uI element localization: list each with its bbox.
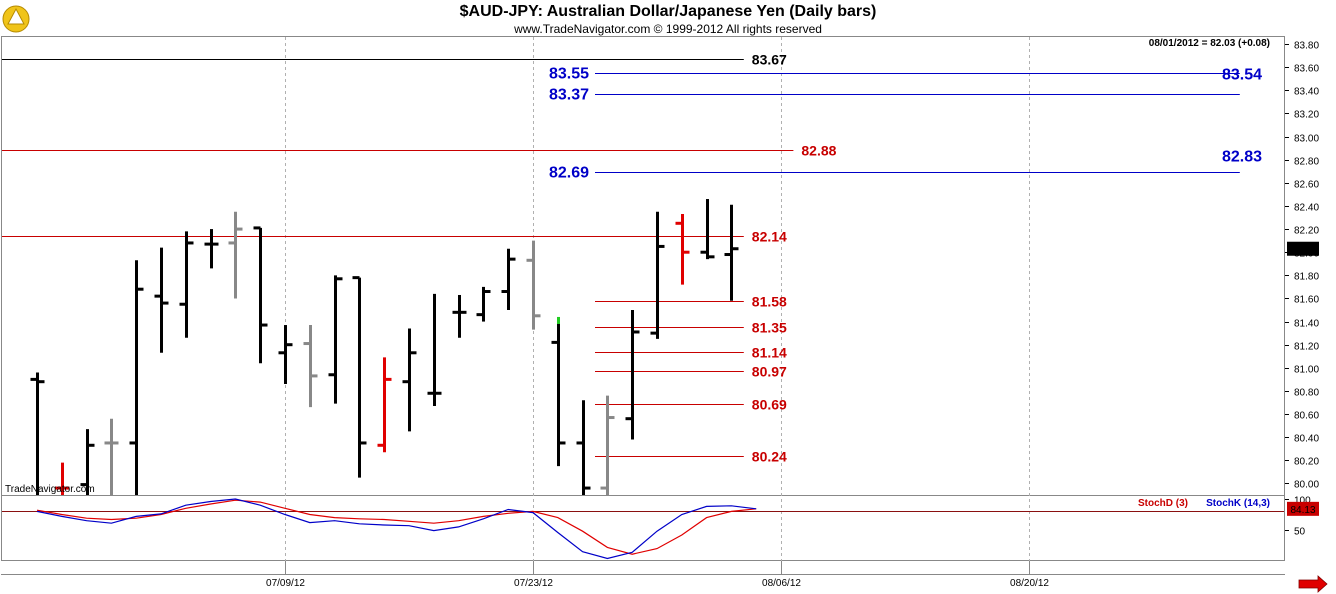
stoch-series-line: [36, 498, 757, 560]
price-tick-label: 83.00: [1294, 134, 1319, 145]
price-tick-label: 82.80: [1294, 157, 1319, 168]
price-tick-label: 81.80: [1294, 272, 1319, 283]
price-tick-label: 81.00: [1294, 365, 1319, 376]
watermark: TradeNavigator.com: [5, 484, 95, 495]
level-label: 83.67: [752, 52, 787, 68]
level-label: 82.88: [801, 143, 836, 159]
price-tick-label: 80.60: [1294, 411, 1319, 422]
date-axis: 07/09/12 07/23/12 08/06/12 08/20/12: [266, 561, 1049, 589]
price-tick-label: 83.20: [1294, 110, 1319, 121]
price-tick-label: 83.60: [1294, 64, 1319, 75]
stochd-legend: StochD (3): [1138, 498, 1188, 509]
price-tick-label: 83.40: [1294, 87, 1319, 98]
price-tick-label: 80.80: [1294, 388, 1319, 399]
stoch-current-value: 84.13: [1290, 505, 1315, 516]
stochk-legend: StochK (14,3): [1206, 498, 1270, 509]
chart-title: $AUD-JPY: Australian Dollar/Japanese Yen…: [460, 3, 877, 20]
stoch-current-marker: [1287, 501, 1319, 516]
level-label: 81.58: [752, 294, 787, 310]
date-tick-label: 08/20/12: [1010, 578, 1049, 589]
price-panel-frame: [1, 36, 1285, 496]
level-label: 81.35: [752, 320, 787, 336]
price-levels: 83.67 83.55 83.54 83.37 82.88 82.83 82.69 82.14…: [2, 52, 1262, 465]
level-label: 82.69: [549, 165, 589, 182]
level-label: 80.97: [752, 364, 787, 380]
date-tick-label: 07/09/12: [266, 578, 305, 589]
date-tick-label: 07/23/12: [514, 578, 553, 589]
date-tick-label: 08/06/12: [762, 578, 801, 589]
price-tick-label: 82.60: [1294, 180, 1319, 191]
stoch-panel-frame: [1, 495, 1285, 561]
level-label: 82.83: [1222, 149, 1262, 166]
price-tick-label: 82.20: [1294, 226, 1319, 237]
price-tick-label: 83.80: [1294, 41, 1319, 52]
stoch-series-line: [36, 499, 757, 555]
trade-navigator-logo-icon: [2, 5, 30, 33]
price-tick-label: 82.40: [1294, 203, 1319, 214]
level-label: 80.69: [752, 397, 787, 413]
level-label: 82.14: [752, 229, 787, 245]
current-price-value: 82.03: [1290, 245, 1315, 256]
level-label: 83.37: [549, 87, 589, 104]
level-label: 83.55: [549, 66, 589, 83]
last-quote: 08/01/2012 = 82.03 (+0.08): [1149, 38, 1270, 49]
price-tick-label: 81.20: [1294, 342, 1319, 353]
price-tick-label: 81.40: [1294, 319, 1319, 330]
price-tick-label: 80.20: [1294, 457, 1319, 468]
price-axis: 80.00 80.20 80.40 80.60 80.80 81.00 81.20 81.40…: [1285, 41, 1319, 491]
copyright-notice: www.TradeNavigator.com © 1999-2012 All r…: [513, 22, 822, 36]
level-label: 80.24: [752, 449, 787, 465]
ohlc-bars: [30, 199, 739, 495]
level-label: 83.54: [1222, 67, 1262, 84]
stoch-legend: StochD (3) StochK (14,3): [1138, 498, 1270, 509]
current-price-marker: [1287, 241, 1319, 256]
stoch-tick-label: 50: [1294, 527, 1306, 538]
price-tick-label: 80.00: [1294, 480, 1319, 491]
scroll-right-button[interactable]: [1298, 575, 1328, 593]
price-tick-label: 81.60: [1294, 295, 1319, 306]
stoch-tick-label: 100: [1294, 496, 1311, 507]
level-label: 81.14: [752, 345, 787, 361]
price-tick-label: 80.40: [1294, 434, 1319, 445]
